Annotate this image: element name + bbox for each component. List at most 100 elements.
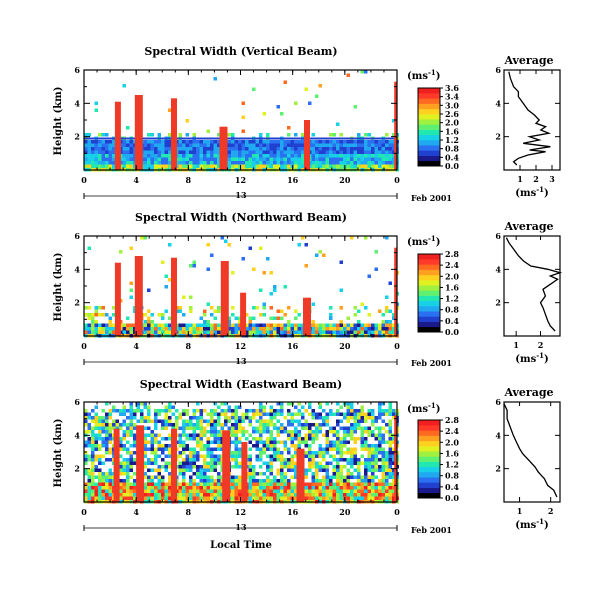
burst-column (222, 430, 231, 502)
day-label-eastward: 13 (235, 522, 247, 532)
y-tick-label: 2 (74, 464, 80, 474)
average-frame-vertical (503, 69, 561, 171)
svg-text:(ms-1): (ms-1) (407, 401, 440, 415)
colorbar-eastward: 2.82.42.01.6 1.20.80.40.0 (417, 415, 459, 503)
average-y-tick-label: 2 (495, 298, 501, 308)
day-bracket-northward: 13 (83, 356, 398, 366)
colorbar-units-northward: (ms-1) (407, 234, 440, 248)
colorbar-swatch (418, 451, 440, 457)
colorbar-swatch (418, 160, 440, 167)
colorbar-swatch (418, 264, 440, 270)
x-axis-title: Local Time (210, 540, 272, 551)
colorbar-swatch (418, 316, 440, 322)
y-tick-label: 6 (74, 397, 80, 407)
x-tick-label: 16 (287, 341, 299, 351)
average-x-tick-label: 1 (517, 174, 523, 184)
colorbar-tick-label: 0.0 (445, 493, 459, 503)
y-tick-label: 2 (74, 132, 80, 142)
colorbar-tick-label: 2.0 (445, 271, 459, 281)
average-profile-northward: 2 4 6 1 2 (495, 231, 563, 350)
average-line (508, 71, 552, 166)
x-tick-label: 0 (81, 507, 87, 517)
x-tick-label: 8 (186, 341, 192, 351)
average-y-tick-label: 4 (495, 430, 501, 440)
colorbar-swatch (418, 425, 440, 431)
average-units-northward: (ms-1) (515, 351, 548, 365)
average-y-tick-label: 6 (495, 397, 501, 407)
average-frame-eastward (503, 401, 561, 503)
colorbar-swatch (418, 440, 440, 447)
average-x-tick-label: 1 (513, 340, 519, 350)
burst-column (113, 428, 120, 502)
day-bracket-vertical: 13 (83, 190, 398, 200)
average-frame-northward (503, 235, 561, 337)
y-axis-eastward: 2 4 6 (74, 397, 397, 486)
colorbar-swatch (418, 472, 440, 478)
average-x-tick-label: 3 (549, 174, 555, 184)
burst-column (114, 101, 121, 170)
average-x-tick-label: 2 (548, 506, 554, 516)
colorbar-frame (417, 87, 441, 167)
colorbar-tick-label: 0.4 (445, 482, 459, 492)
x-tick-label: 8 (186, 507, 192, 517)
panel-northward: Spectral Width (Northward Beam) 0 4 8 12 16 2… (53, 211, 563, 368)
panel-vertical: Spectral Width (Vertical Beam) 0 4 8 12 16 20… (53, 45, 561, 203)
colorbar-tick-label: 1.6 (445, 126, 459, 136)
average-profile-eastward: 2 4 6 1 2 (495, 397, 560, 516)
x-tick-label: 16 (287, 507, 299, 517)
colorbar-swatch (418, 98, 440, 104)
y-tick-label: 4 (74, 430, 80, 440)
burst-column (220, 261, 229, 336)
colorbar-swatch (418, 155, 440, 162)
colorbar-tick-label: 1.6 (445, 448, 459, 458)
panel-title-eastward: Spectral Width (Eastward Beam) (140, 378, 342, 391)
day-bracket-eastward: 13 (83, 522, 398, 532)
colorbar-swatch (418, 108, 440, 115)
x-tick-label: 12 (235, 341, 246, 351)
y-tick-label: 6 (74, 65, 80, 75)
colorbar-swatch (418, 456, 440, 462)
colorbar-tick-label: 3.4 (445, 92, 459, 102)
burst-column (171, 257, 177, 336)
colorbar-swatch (418, 461, 440, 468)
average-title-vertical: Average (503, 54, 553, 67)
x-tick-label: 4 (133, 175, 139, 185)
colorbar-swatch (418, 285, 440, 291)
layer-band (84, 137, 397, 140)
colorbar-tick-label: 2.6 (445, 109, 459, 119)
svg-text:(ms-1): (ms-1) (407, 68, 440, 82)
colorbar-tick-label: 2.4 (445, 260, 459, 270)
average-line (505, 237, 563, 332)
panel-title-vertical: Spectral Width (Vertical Beam) (144, 45, 337, 58)
colorbar-swatch (418, 259, 440, 265)
colorbar-tick-label: 2.4 (445, 426, 459, 436)
colorbar-tick-label: 1.2 (445, 460, 459, 470)
average-title-eastward: Average (503, 386, 553, 399)
x-tick-label: 16 (287, 175, 299, 185)
colorbar-tick-label: 0.4 (445, 152, 459, 162)
x-tick-label: 20 (339, 341, 351, 351)
colorbar-swatch (418, 430, 440, 436)
svg-text:(ms-1): (ms-1) (515, 517, 548, 531)
colorbar-swatch (418, 103, 440, 110)
average-title-northward: Average (503, 220, 553, 233)
colorbar-swatch (418, 311, 440, 317)
colorbar-tick-label: 2.0 (445, 437, 459, 447)
y-axis-label-eastward: Height (km) (53, 419, 64, 488)
colorbar-swatch (418, 150, 440, 156)
svg-text:(ms-1): (ms-1) (515, 185, 548, 199)
burst-column (219, 126, 228, 170)
heatmap-vertical (84, 70, 399, 172)
colorbar-tick-label: 0.0 (445, 161, 459, 171)
colorbar-swatch (418, 306, 440, 312)
burst-column (136, 425, 145, 502)
colorbar-swatch (418, 290, 440, 296)
colorbar-tick-label: 2.8 (445, 415, 459, 425)
y-tick-label: 4 (74, 98, 80, 108)
burst-column (296, 448, 305, 502)
x-tick-label: 12 (235, 175, 246, 185)
x-tick-label: 12 (235, 507, 246, 517)
colorbar-frame (417, 253, 441, 333)
burst-column (114, 262, 121, 336)
